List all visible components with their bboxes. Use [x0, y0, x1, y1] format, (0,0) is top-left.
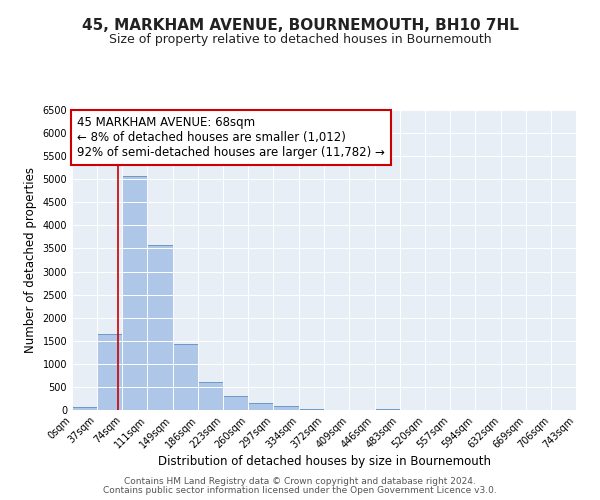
Bar	[299, 408, 325, 410]
Text: Contains public sector information licensed under the Open Government Licence v3: Contains public sector information licen…	[103, 486, 497, 495]
X-axis label: Distribution of detached houses by size in Bournemouth: Distribution of detached houses by size …	[157, 456, 491, 468]
Bar	[122, 176, 147, 410]
Bar	[374, 408, 400, 410]
Y-axis label: Number of detached properties: Number of detached properties	[24, 167, 37, 353]
Bar	[223, 396, 248, 410]
Text: Contains HM Land Registry data © Crown copyright and database right 2024.: Contains HM Land Registry data © Crown c…	[124, 477, 476, 486]
Bar	[72, 406, 97, 410]
Bar	[147, 245, 173, 410]
Bar	[248, 404, 274, 410]
Text: 45 MARKHAM AVENUE: 68sqm
← 8% of detached houses are smaller (1,012)
92% of semi: 45 MARKHAM AVENUE: 68sqm ← 8% of detache…	[77, 116, 385, 159]
Bar	[173, 344, 198, 410]
Bar	[198, 382, 223, 410]
Bar	[97, 334, 122, 410]
Text: Size of property relative to detached houses in Bournemouth: Size of property relative to detached ho…	[109, 32, 491, 46]
Bar	[274, 406, 299, 410]
Text: 45, MARKHAM AVENUE, BOURNEMOUTH, BH10 7HL: 45, MARKHAM AVENUE, BOURNEMOUTH, BH10 7H…	[82, 18, 518, 32]
